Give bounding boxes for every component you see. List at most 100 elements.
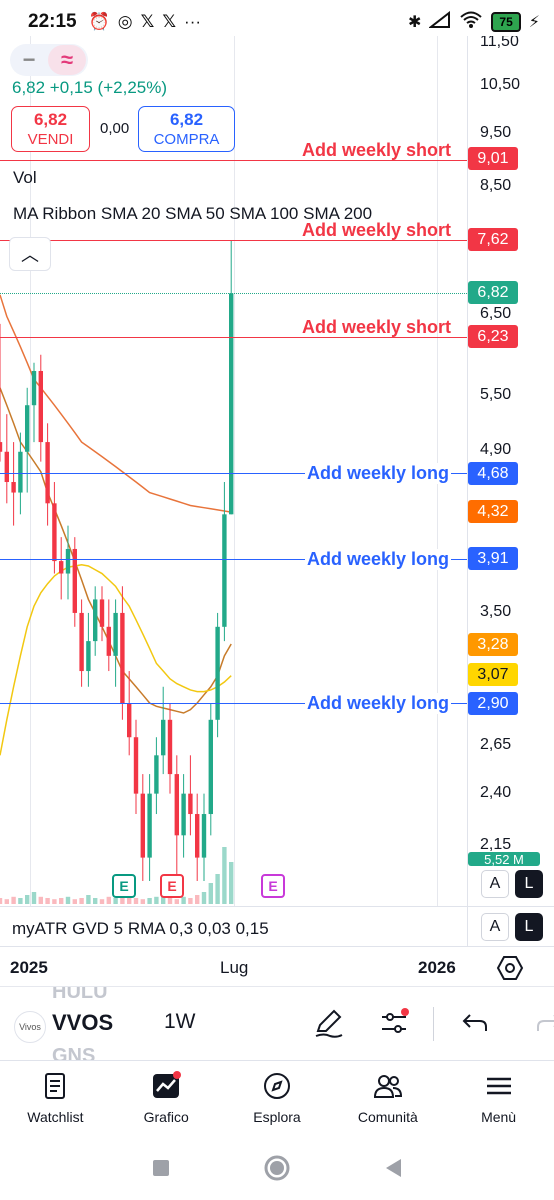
drawing-pen-icon[interactable] <box>312 1007 344 1039</box>
nav-explore[interactable]: Esplora <box>222 1061 333 1136</box>
time-axis[interactable]: 2025 Lug 2026 <box>0 946 554 986</box>
charging-icon: ⚡ <box>528 14 540 31</box>
price-tag-long-1: 4,68 <box>468 462 518 485</box>
price-axis-label: 5,50 <box>480 386 512 403</box>
price-tag-long-2: 3,91 <box>468 547 518 570</box>
alarm-icon: ⏰ <box>88 12 110 31</box>
pane-separator[interactable] <box>0 906 554 907</box>
chevron-up-icon: ︿ <box>21 245 39 265</box>
candle-body <box>208 719 213 815</box>
atr-indicator-label[interactable]: myATR GVD 5 RMA 0,3 0,03 0,15 <box>12 919 269 938</box>
more-icon: ··· <box>184 12 202 31</box>
candle-body <box>18 451 23 493</box>
candle-body <box>147 793 152 858</box>
chart-type-toggle[interactable]: − ≈ <box>10 44 88 76</box>
nav-community[interactable]: Comunità <box>332 1061 443 1136</box>
symbol-name[interactable]: VVOS <box>52 1010 114 1035</box>
indicators-icon[interactable] <box>378 1007 410 1039</box>
volume-bar <box>38 896 43 904</box>
candle-body <box>11 482 16 493</box>
candle-body <box>167 719 173 775</box>
bottom-navigation: Watchlist Grafico Esplora Comunità M <box>0 1060 554 1136</box>
home-icon[interactable] <box>263 1154 291 1182</box>
candle-body <box>113 612 118 656</box>
price-chart-canvas[interactable] <box>0 36 467 906</box>
status-time: 22:15 <box>28 11 77 32</box>
candle-body <box>72 548 77 613</box>
ma-ribbon-indicator-label[interactable]: MA Ribbon SMA 20 SMA 50 SMA 100 SMA 200 <box>13 204 373 223</box>
log-scale-button[interactable]: L <box>515 870 543 898</box>
buy-button[interactable]: 6,82 COMPRA <box>138 106 235 152</box>
volume-bar <box>4 899 9 904</box>
candle-body <box>31 370 37 406</box>
chart-area[interactable]: Add weekly short Add weekly short Add we… <box>0 36 554 946</box>
nav-menu[interactable]: Menù <box>443 1061 554 1136</box>
candle-body <box>99 599 105 627</box>
nav-label: Menù <box>481 1109 517 1125</box>
compass-icon <box>263 1073 290 1099</box>
level-line-short-3[interactable] <box>0 337 467 338</box>
level-line-short-1[interactable] <box>0 160 467 161</box>
candle-body <box>59 561 64 574</box>
last-price-line <box>0 293 467 294</box>
atr-log-scale-button[interactable]: L <box>515 913 543 941</box>
wave-icon[interactable]: ≈ <box>48 45 86 75</box>
volume-bar <box>31 892 37 904</box>
prev-symbol-hint[interactable]: HULU <box>52 986 108 1003</box>
price-tag-long-3: 2,90 <box>468 692 518 715</box>
sell-button[interactable]: 6,82 VENDI <box>11 106 90 152</box>
auto-scale-button[interactable]: A <box>481 870 509 898</box>
next-symbol-hint[interactable]: GNS <box>52 1045 96 1060</box>
candle-body <box>222 514 227 627</box>
price-axis-separator <box>467 36 468 946</box>
line-style-icon[interactable]: − <box>22 47 36 72</box>
volume-bar <box>215 874 220 904</box>
nav-watchlist[interactable]: Watchlist <box>0 1061 111 1136</box>
level-line-short-2[interactable] <box>0 240 467 241</box>
level-label-long-1: Add weekly long <box>305 463 452 484</box>
earnings-badge[interactable]: E <box>160 874 184 898</box>
moving-average-line <box>0 564 232 756</box>
candle-body <box>93 599 98 642</box>
bluetooth-icon: ✱ <box>408 14 422 31</box>
candle-body <box>188 793 193 815</box>
grid-line <box>234 36 235 906</box>
community-icon <box>373 1075 402 1098</box>
price-axis-label: 2,40 <box>480 784 512 801</box>
volume-bar <box>188 898 193 904</box>
volume-bar <box>113 898 118 904</box>
back-icon[interactable] <box>383 1157 403 1179</box>
price-axis-label: 9,50 <box>480 124 512 141</box>
level-label-short-3: Add weekly short <box>302 317 452 337</box>
volume-bar <box>86 895 91 904</box>
level-line-long-3[interactable] <box>0 703 467 704</box>
price-tag-short-1: 9,01 <box>468 147 518 170</box>
wifi-icon <box>459 11 483 34</box>
undo-icon[interactable] <box>460 1007 492 1039</box>
moving-average-line <box>0 294 232 513</box>
volume-bar <box>195 895 200 904</box>
volume-bar <box>72 899 77 904</box>
collapse-indicators-button[interactable]: ︿ <box>9 237 51 271</box>
nav-chart[interactable]: Grafico <box>111 1061 222 1136</box>
volume-indicator-label[interactable]: Vol <box>13 168 37 187</box>
volume-bar <box>45 898 50 904</box>
battery-icon: 75 <box>491 12 521 32</box>
menu-icon <box>486 1077 511 1095</box>
earnings-badge[interactable]: E <box>261 874 285 898</box>
volume-bar <box>106 896 111 904</box>
redo-icon[interactable] <box>532 1007 554 1039</box>
chart-settings-icon[interactable] <box>496 955 524 981</box>
atr-auto-scale-button[interactable]: A <box>481 913 509 941</box>
volume-bar <box>208 883 213 904</box>
level-line-long-2[interactable] <box>0 559 467 560</box>
earnings-badge[interactable]: E <box>112 874 136 898</box>
chart-icon <box>153 1071 182 1098</box>
nav-label: Esplora <box>253 1109 301 1125</box>
interval-selector[interactable]: 1W <box>164 1010 196 1033</box>
recents-icon[interactable] <box>151 1158 171 1178</box>
grid-line <box>30 36 31 906</box>
price-axis-label: 8,50 <box>480 177 512 194</box>
level-label-short-2: Add weekly short <box>302 220 452 240</box>
level-line-long-1[interactable] <box>0 473 467 474</box>
